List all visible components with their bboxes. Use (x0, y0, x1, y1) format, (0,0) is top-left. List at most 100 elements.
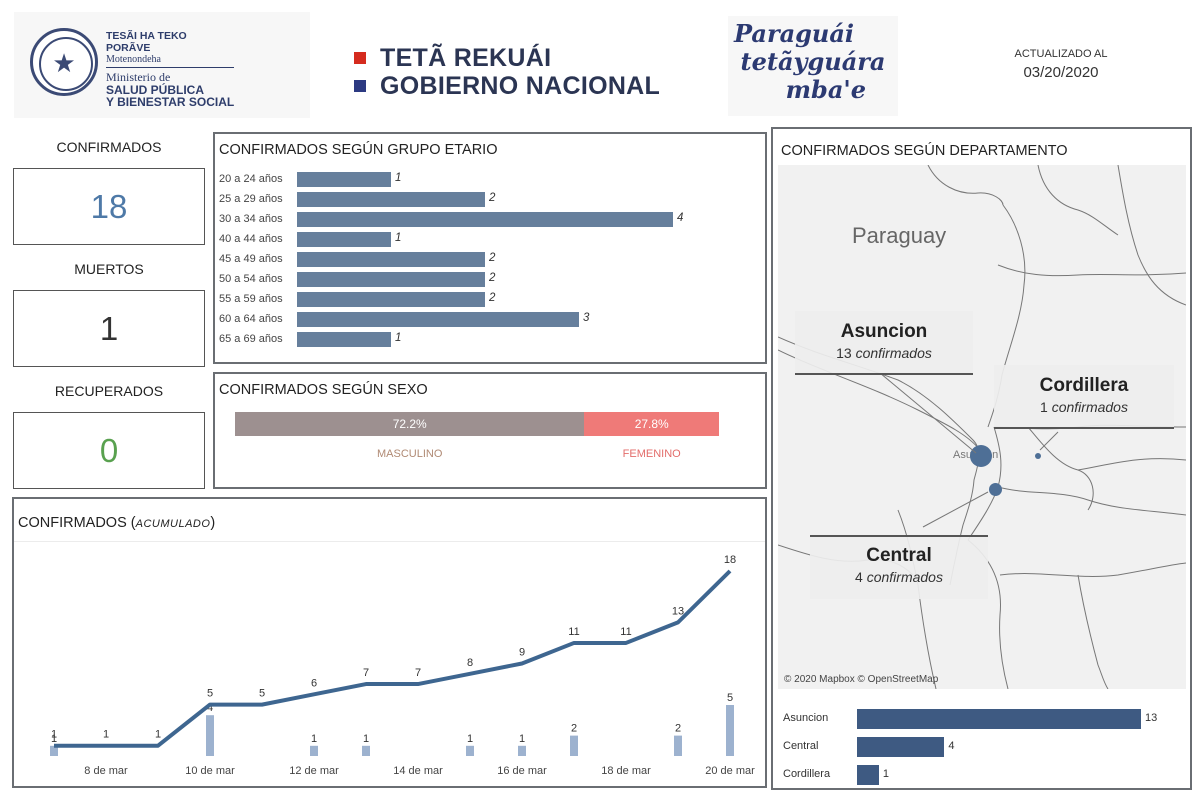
daily-bar (570, 735, 578, 756)
age-row-label: 45 a 49 años (219, 253, 283, 265)
slogan-line-2: tetãyguára (740, 47, 886, 76)
age-row-bar (297, 232, 391, 247)
map-country-label: Paraguay (852, 223, 947, 248)
department-title: CONFIRMADOS SEGÚN DEPARTAMENTO (781, 143, 1068, 159)
header: ★ TESÃI HA TEKO PORÃVE Motenondeha Minis… (0, 0, 1200, 122)
age-group-title: CONFIRMADOS SEGÚN GRUPO ETARIO (219, 142, 498, 158)
cumulative-point-label: 1 (51, 729, 57, 741)
age-row-value: 2 (489, 292, 496, 304)
last-updated-label: ACTUALIZADO AL (1014, 48, 1108, 60)
map-marker-asuncion[interactable] (970, 445, 992, 467)
kpi-confirmed-card[interactable]: 18 (13, 168, 205, 245)
ministry-line-4: Ministerio de (106, 70, 171, 84)
age-row-value: 1 (395, 232, 402, 244)
x-tick-label: 12 de mar (289, 765, 339, 777)
callout-cordillera-word: confirmados (1051, 399, 1128, 415)
sex-panel: CONFIRMADOS SEGÚN SEXO 72.2% 27.8% MASCU… (213, 372, 767, 489)
daily-bar (310, 745, 318, 756)
age-row-value: 1 (395, 172, 402, 184)
age-row-label: 40 a 44 años (219, 233, 283, 245)
cumulative-point-label: 5 (207, 688, 213, 700)
age-row-label: 50 a 54 años (219, 273, 283, 285)
daily-bar (726, 705, 734, 756)
callout-cordillera[interactable]: Cordillera 1 confirmados (994, 365, 1174, 429)
cumulative-point-label: 18 (724, 554, 736, 566)
age-row-bar (297, 172, 391, 187)
age-row-label: 55 a 59 años (219, 293, 283, 305)
kpi-recovered-value: 0 (99, 431, 119, 469)
sex-bar-male[interactable]: 72.2% (235, 412, 585, 436)
cumulative-point-label: 11 (620, 626, 631, 638)
callout-central-count: 4 (855, 569, 863, 585)
age-row-value: 3 (583, 312, 590, 324)
callout-asuncion[interactable]: Asuncion 13 confirmados (795, 311, 973, 375)
cumulative-point-label: 5 (259, 688, 265, 700)
daily-bar-label: 4 (207, 702, 213, 714)
age-row-bar (297, 312, 579, 327)
department-row-label: Central (783, 740, 819, 752)
sex-female-pct: 27.8% (634, 417, 669, 431)
daily-bar (50, 745, 58, 756)
age-row-value: 2 (489, 252, 496, 264)
x-tick-label: 10 de mar (185, 765, 235, 777)
cumulative-point-label: 13 (672, 605, 684, 617)
red-square-icon (354, 52, 366, 64)
callout-connectors (879, 372, 1059, 528)
cumulative-point-label: 1 (103, 729, 109, 741)
cumulative-title: CONFIRMADOS (ACUMULADO) (18, 515, 216, 531)
age-row-label: 30 a 34 años (219, 213, 283, 225)
x-tick-label: 20 de mar (705, 765, 755, 777)
ministry-logo: ★ TESÃI HA TEKO PORÃVE Motenondeha Minis… (14, 12, 310, 118)
cumulative-line (54, 569, 732, 748)
daily-bar-label: 1 (51, 733, 57, 745)
map-attribution[interactable]: © 2020 Mapbox © OpenStreetMap (784, 674, 939, 685)
ministry-line-1: TESÃI HA TEKO (106, 30, 187, 42)
callout-cordillera-underline (994, 427, 1174, 429)
ministry-line-5: SALUD PÚBLICA (106, 83, 204, 97)
slogan-line-1: Paraguái (734, 19, 855, 48)
callout-cordillera-count: 1 (1040, 399, 1048, 415)
daily-bar-label: 1 (467, 733, 473, 745)
government-logo: TETÃ REKUÁI GOBIERNO NACIONAL (354, 44, 660, 100)
kpi-recovered-card[interactable]: 0 (13, 412, 205, 489)
cumulative-point-label: 11 (568, 626, 579, 638)
slogan-logo: Paraguái tetãyguára mba'e (728, 16, 898, 116)
map-marker-cordillera[interactable] (1035, 453, 1041, 459)
age-row-value: 4 (677, 212, 684, 224)
kpi-deaths-value: 1 (99, 309, 119, 347)
kpi-confirmed-label: CONFIRMADOS (56, 139, 162, 155)
age-row-bar (297, 332, 391, 347)
age-row-label: 20 a 24 años (219, 173, 283, 185)
cumulative-subtitle: ACUMULADO (135, 518, 211, 530)
daily-bar (466, 745, 474, 756)
daily-bar-label: 1 (519, 733, 525, 745)
map-marker-central[interactable] (989, 483, 1002, 496)
ministry-line-6: Y BIENESTAR SOCIAL (106, 95, 235, 109)
cumulative-title-main: CONFIRMADOS (18, 515, 127, 531)
x-tick-label: 16 de mar (497, 765, 547, 777)
daily-bar-label: 2 (675, 723, 681, 735)
department-row-bar (857, 709, 1141, 729)
ministry-line-3: Motenondeha (106, 54, 234, 68)
kpi-recovered-label: RECUPERADOS (54, 383, 164, 399)
age-row-value: 2 (489, 192, 496, 204)
slogan-line-3: mba'e (785, 75, 866, 104)
daily-bar (674, 735, 682, 756)
age-row-bar (297, 212, 673, 227)
sex-bar-female[interactable]: 27.8% (584, 412, 719, 436)
cumulative-point-label: 7 (363, 667, 369, 679)
callout-central[interactable]: Central 4 confirmados (810, 535, 988, 599)
x-tick-label: 18 de mar (601, 765, 651, 777)
department-row-value: 13 (1145, 712, 1158, 724)
cumulative-point-label: 8 (467, 657, 473, 669)
callout-asuncion-count: 13 (836, 345, 852, 361)
cumulative-point-label: 7 (415, 667, 421, 679)
map-boundaries (778, 165, 1186, 689)
department-map[interactable]: Paraguay Asunción Asuncion 13 confirmado… (778, 165, 1186, 689)
callout-cordillera-name: Cordillera (1039, 375, 1129, 396)
kpi-deaths-card[interactable]: 1 (13, 290, 205, 367)
kpi-deaths-label: MUERTOS (74, 261, 144, 277)
department-row-label: Asuncion (783, 712, 829, 724)
